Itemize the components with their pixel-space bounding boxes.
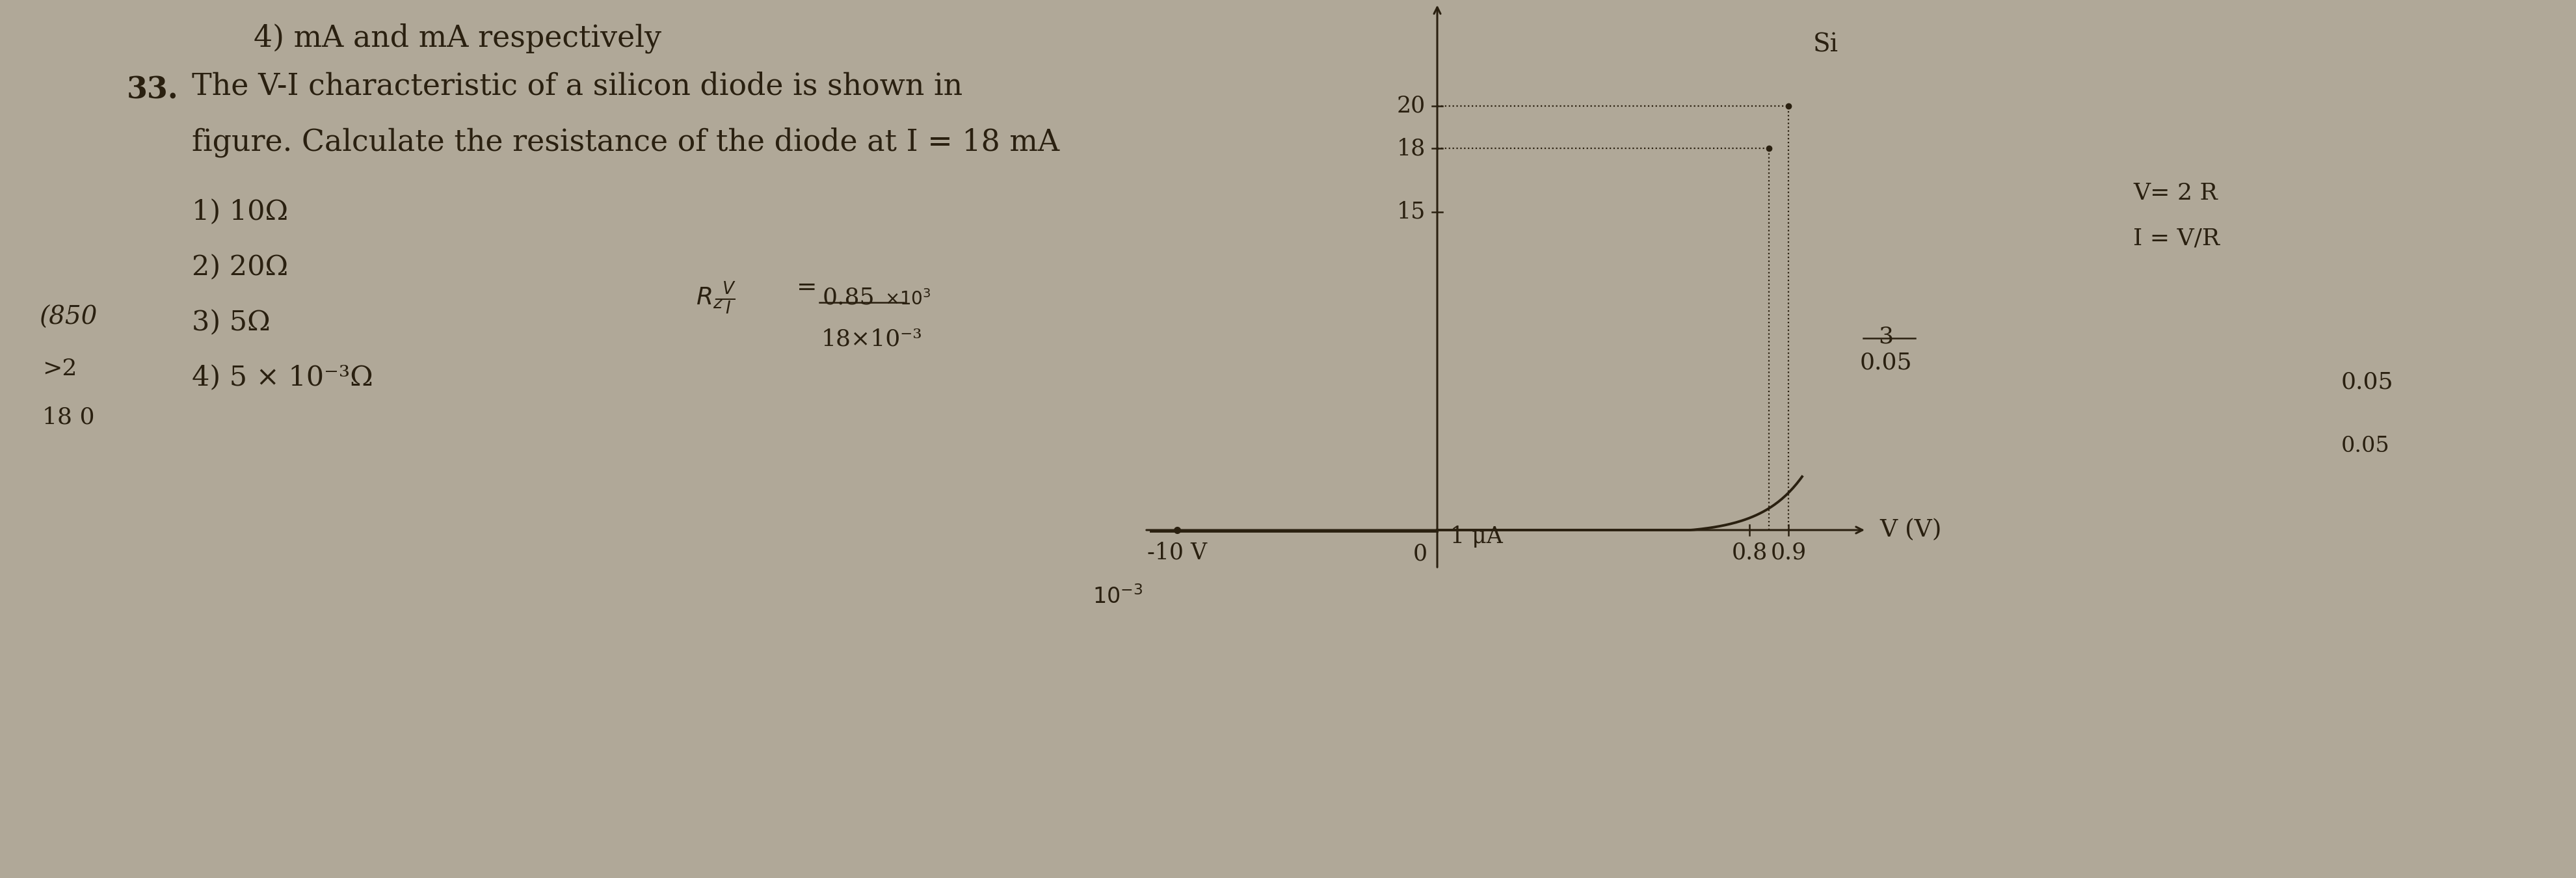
Text: 0.85: 0.85 [822,286,876,308]
Text: I = V/R: I = V/R [2133,227,2218,249]
Text: 20: 20 [1396,95,1425,117]
Text: (850: (850 [39,306,98,330]
Text: 33.: 33. [126,75,178,104]
Text: $R_z \frac{V}{I}$: $R_z \frac{V}{I}$ [696,280,737,316]
Text: 0.05: 0.05 [2342,371,2393,392]
Text: -10 V: -10 V [1146,542,1206,564]
Text: 0: 0 [1412,543,1427,565]
Text: 18 0: 18 0 [41,407,95,428]
Text: The V-I characteristic of a silicon diode is shown in: The V-I characteristic of a silicon diod… [191,71,963,101]
Text: =: = [796,277,817,299]
Text: 1) 10Ω: 1) 10Ω [191,198,289,226]
Text: $10^{-3}$: $10^{-3}$ [1092,586,1144,608]
Text: 4) 5 × 10⁻³Ω: 4) 5 × 10⁻³Ω [191,364,374,392]
Text: 3) 5Ω: 3) 5Ω [191,309,270,336]
Text: V= 2 R: V= 2 R [2133,182,2218,205]
Text: 4) mA and mA respectively: 4) mA and mA respectively [252,23,662,53]
Text: V (V): V (V) [1878,518,1942,542]
Text: 0.05: 0.05 [1860,351,1911,373]
Text: figure. Calculate the resistance of the diode at I = 18 mA: figure. Calculate the resistance of the … [191,126,1059,157]
Text: 0.05: 0.05 [2342,435,2388,457]
Text: 15: 15 [1396,201,1425,223]
Text: 18×10⁻³: 18×10⁻³ [822,328,922,350]
Text: >2: >2 [41,357,77,380]
Text: 3: 3 [1878,325,1893,348]
Text: 0.9: 0.9 [1770,542,1806,564]
Text: $\times10^3$: $\times10^3$ [884,290,930,309]
Text: 2) 20Ω: 2) 20Ω [191,254,289,281]
Text: Si: Si [1814,32,1839,57]
Text: 0.8: 0.8 [1731,542,1767,564]
Text: 18: 18 [1396,137,1425,160]
Text: 1 μA: 1 μA [1450,525,1502,548]
